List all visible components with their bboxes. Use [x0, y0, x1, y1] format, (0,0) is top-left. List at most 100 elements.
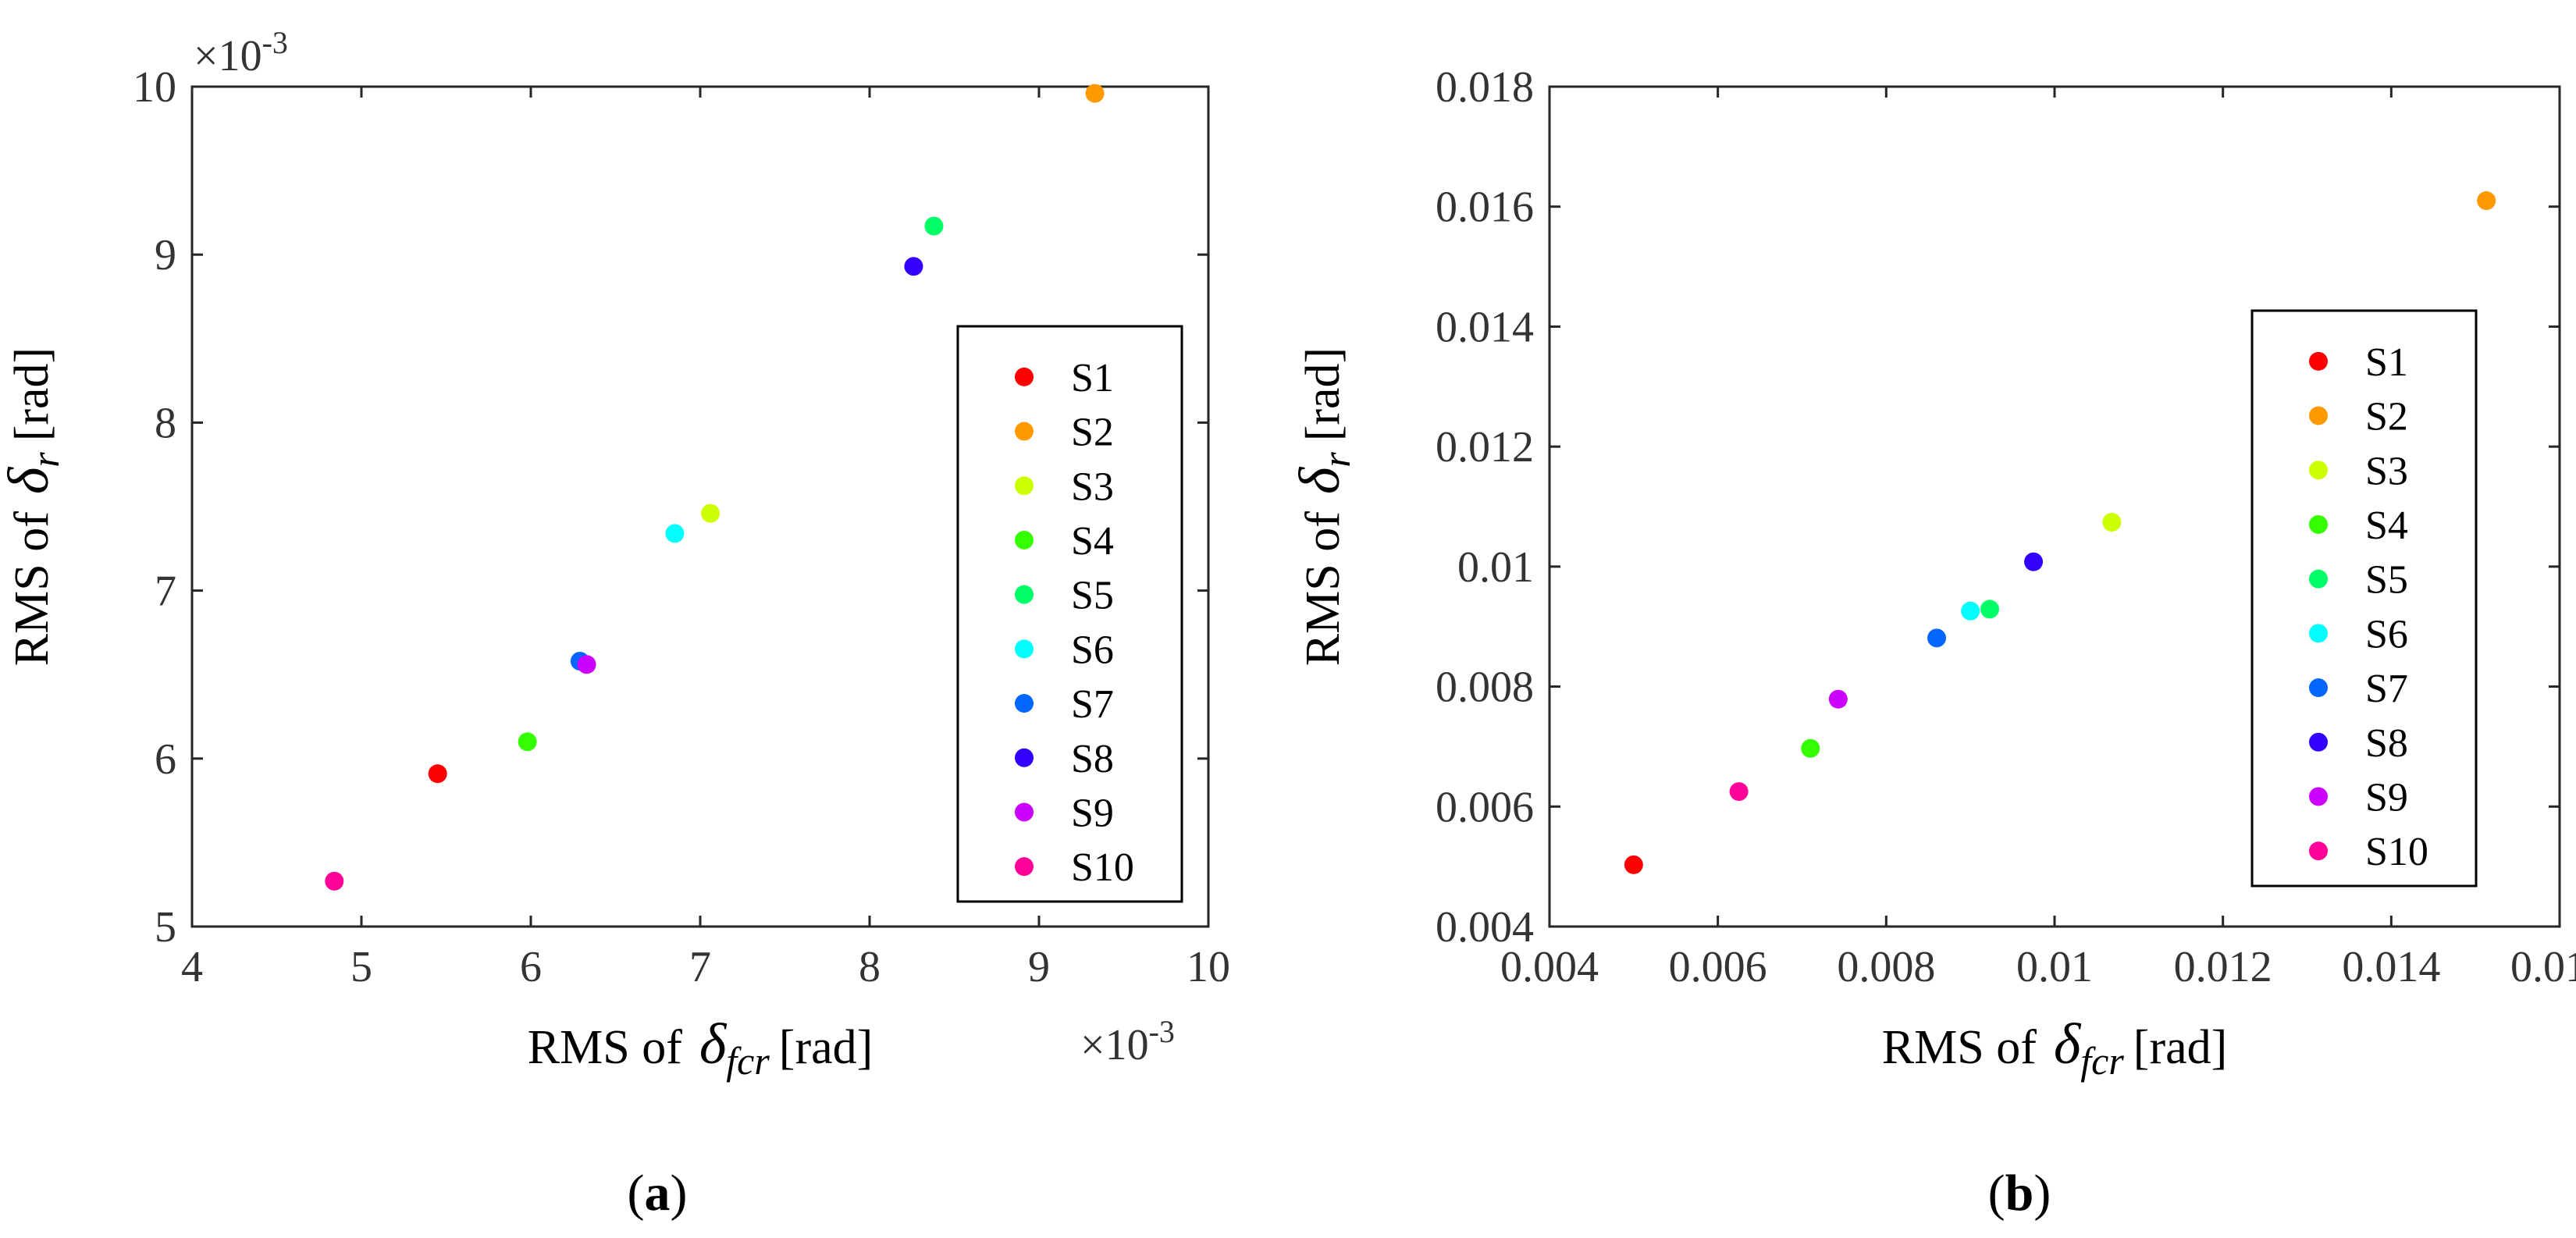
- y-exponent-label: ×10-3: [194, 25, 288, 80]
- legend-label-s2: S2: [1071, 411, 1114, 455]
- legend-marker-s7: [2309, 678, 2328, 698]
- data-point-s9: [577, 655, 596, 674]
- legend-marker-s4: [2309, 514, 2328, 534]
- panel-caption: (a): [628, 1165, 688, 1222]
- y-tick-label: 0.016: [1436, 183, 1534, 232]
- chart-panel-b: 0.004 0.006 0.008 0.01 0.012 0.014 0.016 0.004 0…: [1288, 63, 2576, 1222]
- x-tick-label: 4: [181, 943, 203, 991]
- y-axis-label: RMS of δr [rad]: [1288, 347, 1358, 666]
- legend-label-s1: S1: [2365, 340, 2408, 385]
- legend-label-s5: S5: [1071, 574, 1114, 618]
- y-tick-label: 0.012: [1436, 423, 1534, 471]
- x-tick-label: 0.014: [2342, 943, 2440, 991]
- data-point-s4: [518, 732, 537, 752]
- legend-label-s6: S6: [1071, 628, 1114, 672]
- data-point-s1: [1624, 855, 1643, 874]
- legend-marker-s2: [1015, 422, 1034, 441]
- y-label-subscript: r: [23, 452, 67, 468]
- legend-label-s10: S10: [2365, 830, 2428, 874]
- x-tick-label: 0.01: [2016, 943, 2093, 991]
- x-label-subscript: fcr: [726, 1039, 770, 1083]
- legend-label-s5: S5: [2365, 558, 2408, 603]
- x-tick-label: 5: [350, 943, 372, 991]
- data-point-s8: [2024, 552, 2044, 571]
- data-point-s6: [665, 524, 685, 543]
- legend-label-s8: S8: [1071, 737, 1114, 781]
- x-tick-label: 8: [859, 943, 881, 991]
- data-point-s3: [701, 503, 720, 523]
- legend-box: [2250, 309, 2478, 888]
- legend-label-s8: S8: [2365, 721, 2408, 766]
- legend-label-s6: S6: [2365, 612, 2408, 656]
- y-tick-label: 0.018: [1436, 63, 1534, 112]
- y-label-prefix: RMS of: [1297, 511, 1350, 666]
- legend: S1 S2 S3 S4 S5 S6 S7 S8 S9 S10: [956, 325, 1183, 903]
- x-tick-label: 7: [689, 943, 711, 991]
- data-point-s2: [1085, 84, 1105, 103]
- legend-label-s10: S10: [1071, 845, 1134, 890]
- y-tick-label: 10: [133, 63, 176, 112]
- x-exponent-base: ×10: [1080, 1021, 1149, 1069]
- x-axis-label: RMS of δfcr [rad]: [1882, 1012, 2228, 1083]
- x-tick-label: 0.004: [1500, 943, 1599, 991]
- legend-marker-s3: [1015, 476, 1034, 496]
- caption-open: (: [628, 1165, 645, 1222]
- x-label-unit: [rad]: [779, 1021, 873, 1074]
- y-axis-label: RMS of δr [rad]: [0, 347, 67, 666]
- legend: S1 S2 S3 S4 S5 S6 S7 S8 S9 S10: [2250, 309, 2478, 888]
- legend-label-s3: S3: [1071, 464, 1114, 509]
- caption-open: (: [1988, 1165, 2005, 1222]
- legend-marker-s10: [2309, 841, 2328, 861]
- data-point-s4: [1801, 738, 1820, 758]
- panel-caption: (b): [1988, 1165, 2051, 1222]
- x-label-symbol: δ: [2054, 1012, 2082, 1076]
- x-label-unit: [rad]: [2133, 1021, 2227, 1074]
- x-label-symbol: δ: [699, 1012, 728, 1076]
- x-tick-label: 10: [1187, 943, 1230, 991]
- data-point-s5: [924, 216, 944, 236]
- y-tick-label: 9: [155, 231, 176, 279]
- x-tick-label: 0.012: [2174, 943, 2272, 991]
- y-label-unit: [rad]: [5, 347, 59, 441]
- legend-marker-s6: [2309, 624, 2328, 643]
- y-tick-label: 6: [155, 735, 176, 784]
- x-tick-label: 0.006: [1669, 943, 1767, 991]
- y-label-symbol: δ: [0, 466, 61, 494]
- y-tick-label: 7: [155, 567, 176, 616]
- legend-label-s4: S4: [1071, 519, 1114, 564]
- x-label-prefix: RMS of: [528, 1021, 682, 1074]
- legend-label-s9: S9: [1071, 791, 1114, 835]
- caption-close: ): [2033, 1165, 2051, 1222]
- legend-label-s7: S7: [1071, 682, 1114, 727]
- data-point-s6: [1961, 601, 1980, 621]
- legend-label-s3: S3: [2365, 449, 2408, 493]
- x-tick-label: 0.016: [2510, 943, 2576, 991]
- data-point-s2: [2477, 191, 2496, 211]
- legend-marker-s4: [1015, 530, 1034, 550]
- x-label-prefix: RMS of: [1882, 1021, 2037, 1074]
- data-point-s9: [1828, 689, 1848, 709]
- y-tick-label: 0.01: [1457, 543, 1534, 592]
- data-point-s10: [325, 871, 344, 891]
- y-tick-label: 5: [155, 903, 176, 952]
- data-point-s3: [2102, 512, 2122, 532]
- y-exponent-base: ×10: [194, 32, 262, 80]
- legend-label-s7: S7: [2365, 667, 2408, 711]
- x-exponent-label: ×10-3: [1080, 1014, 1175, 1069]
- x-exponent-power: -3: [1149, 1014, 1175, 1049]
- x-axis-label: RMS of δfcr [rad]: [528, 1012, 873, 1083]
- chart-panel-a: 4 5 6 7 8 9 105678910×10-3×10-3S1S2S3S4S5S6S7S…: [0, 25, 1230, 1222]
- y-tick-label: 0.004: [1436, 903, 1534, 952]
- x-label-subscript: fcr: [2080, 1039, 2124, 1083]
- data-point-s1: [428, 764, 447, 784]
- y-tick-label: 8: [155, 399, 176, 447]
- legend-marker-s2: [2309, 406, 2328, 425]
- legend-marker-s10: [1015, 857, 1034, 877]
- y-label-prefix: RMS of: [5, 511, 59, 666]
- legend-marker-s9: [2309, 787, 2328, 806]
- caption-letter: a: [645, 1165, 671, 1222]
- legend-box: [956, 325, 1183, 903]
- legend-label-s9: S9: [2365, 775, 2408, 820]
- data-point-s5: [1980, 599, 1999, 619]
